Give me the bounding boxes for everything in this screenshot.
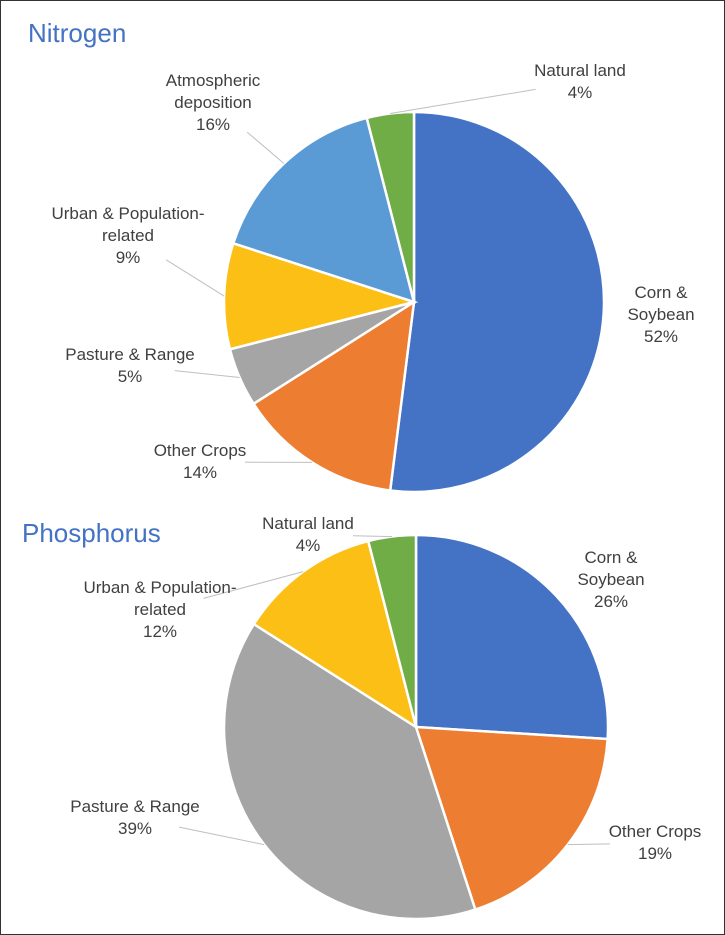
- value-label: 52%: [643, 327, 679, 346]
- category-label: Urban & Population-related: [51, 204, 205, 245]
- pie-slice: [366, 533, 418, 728]
- data-label: Atmospheric deposition 16%: [143, 70, 283, 136]
- value-label: 4%: [567, 83, 593, 102]
- category-label: Atmospheric deposition: [165, 71, 261, 112]
- data-label: Urban & Population-related 9%: [33, 203, 223, 269]
- pie-slice: [414, 533, 610, 741]
- value-label: 19%: [637, 844, 673, 863]
- data-label: Other Crops 19%: [590, 821, 720, 865]
- pie-slice: [252, 539, 418, 730]
- category-label: Natural land: [262, 514, 354, 533]
- leader-line: [174, 370, 240, 378]
- data-label: Pasture & Range 5%: [45, 344, 215, 388]
- leader-line: [246, 131, 285, 164]
- category-label: Pasture & Range: [65, 345, 195, 364]
- category-label: Corn & Soybean: [627, 283, 695, 324]
- chart-title: Phosphorus: [22, 518, 161, 548]
- value-label: 4%: [295, 536, 321, 555]
- data-label: Corn & Soybean 26%: [571, 547, 651, 613]
- leader-line: [178, 826, 265, 846]
- data-label: Natural land 4%: [248, 513, 368, 557]
- pie-slice: [251, 299, 416, 492]
- leader-line: [203, 571, 304, 599]
- pie-slice: [414, 725, 609, 912]
- data-label: Corn & Soybean 52%: [621, 282, 701, 348]
- value-label: 16%: [195, 115, 231, 134]
- chart-title: Nitrogen: [28, 18, 127, 48]
- value-label: 9%: [115, 248, 141, 267]
- data-label: Pasture & Range 39%: [50, 796, 220, 840]
- value-label: 39%: [117, 819, 153, 838]
- category-label: Corn & Soybean: [577, 548, 645, 589]
- category-label: Urban & Population-related: [83, 578, 237, 619]
- category-label: Pasture & Range: [70, 797, 200, 816]
- value-label: 26%: [593, 592, 629, 611]
- pie-slice: [388, 110, 606, 494]
- data-label: Natural land 4%: [520, 60, 640, 104]
- value-label: 12%: [142, 622, 178, 641]
- data-label: Urban & Population-related 12%: [73, 577, 248, 643]
- pie-slice: [365, 110, 416, 303]
- value-label: 14%: [182, 463, 218, 482]
- leader-line: [390, 88, 536, 114]
- value-label: 5%: [117, 367, 143, 386]
- pie-slice: [222, 622, 477, 921]
- data-label: Other Crops 14%: [140, 440, 260, 484]
- pie-slice: [231, 116, 416, 304]
- category-label: Other Crops: [608, 822, 702, 841]
- leader-line: [567, 843, 611, 846]
- leader-line: [165, 259, 225, 297]
- leader-line: [352, 535, 392, 538]
- category-label: Natural land: [534, 61, 626, 80]
- category-label: Other Crops: [153, 441, 247, 460]
